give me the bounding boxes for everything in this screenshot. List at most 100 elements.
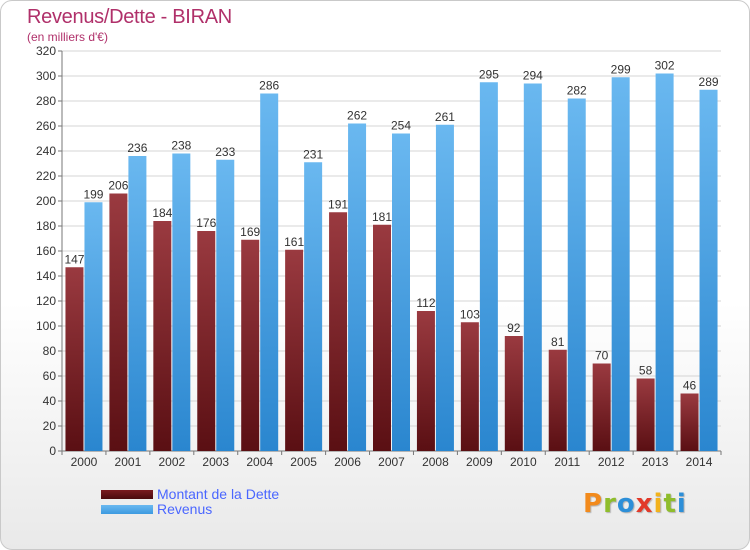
data-label-dette: 169 xyxy=(240,225,260,239)
y-tick-label: 260 xyxy=(36,119,56,133)
data-label-revenus: 294 xyxy=(523,69,543,83)
bar-dette xyxy=(241,239,260,451)
data-label-revenus: 302 xyxy=(655,59,675,73)
bar-revenus xyxy=(699,89,718,451)
bar-revenus xyxy=(348,123,367,451)
bar-dette xyxy=(680,393,699,451)
data-label-revenus: 254 xyxy=(391,119,411,133)
x-tick-label: 2012 xyxy=(598,455,625,469)
y-tick-label: 220 xyxy=(36,169,56,183)
logo-letter: i xyxy=(676,489,687,519)
bar-dette xyxy=(329,212,348,451)
data-label-revenus: 236 xyxy=(127,141,147,155)
x-tick-label: 2010 xyxy=(510,455,537,469)
bar-revenus xyxy=(611,77,630,451)
bar-dette xyxy=(373,224,391,451)
x-tick-label: 2001 xyxy=(115,455,142,469)
data-label-revenus: 299 xyxy=(611,62,631,76)
legend-label-revenus: Revenus xyxy=(157,501,213,517)
data-label-dette: 46 xyxy=(683,379,697,393)
legend-swatch-dette xyxy=(101,490,153,499)
bar-revenus xyxy=(304,162,323,451)
bar-dette xyxy=(197,231,216,451)
logo-letter: r xyxy=(603,489,617,519)
y-tick-label: 100 xyxy=(36,319,56,333)
x-tick-label: 2002 xyxy=(158,455,185,469)
data-label-dette: 92 xyxy=(507,321,521,335)
data-label-dette: 58 xyxy=(639,364,653,378)
y-tick-label: 80 xyxy=(43,344,57,358)
y-tick-label: 280 xyxy=(36,94,56,108)
y-tick-label: 200 xyxy=(36,194,56,208)
bar-dette xyxy=(636,378,655,451)
x-tick-label: 2007 xyxy=(378,455,405,469)
data-label-dette: 176 xyxy=(196,216,216,230)
logo-letter: t xyxy=(663,489,677,519)
bar-revenus xyxy=(392,133,410,451)
data-label-revenus: 238 xyxy=(171,139,191,153)
bar-dette xyxy=(285,249,304,451)
y-tick-label: 0 xyxy=(49,444,56,458)
bar-dette xyxy=(153,221,172,451)
data-label-revenus: 282 xyxy=(567,84,587,98)
bar-revenus xyxy=(260,93,279,451)
bar-dette xyxy=(416,311,435,451)
logo-letter: x xyxy=(635,489,654,519)
data-label-revenus: 262 xyxy=(347,109,367,123)
data-label-revenus: 199 xyxy=(83,187,103,201)
bar-dette xyxy=(592,363,611,451)
data-label-revenus: 231 xyxy=(303,147,323,161)
data-label-dette: 184 xyxy=(152,206,172,220)
y-tick-label: 180 xyxy=(36,219,56,233)
bar-revenus xyxy=(523,83,542,451)
data-label-dette: 147 xyxy=(64,252,84,266)
bar-revenus xyxy=(128,156,147,451)
bar-revenus xyxy=(172,153,191,451)
data-label-revenus: 261 xyxy=(435,110,455,124)
data-label-revenus: 286 xyxy=(259,79,279,93)
x-tick-label: 2005 xyxy=(290,455,317,469)
bar-revenus xyxy=(216,159,235,451)
x-tick-label: 2003 xyxy=(202,455,229,469)
bar-dette xyxy=(548,349,567,451)
bar-dette xyxy=(460,322,479,451)
y-tick-label: 40 xyxy=(43,394,57,408)
x-tick-label: 2004 xyxy=(246,455,273,469)
bar-revenus xyxy=(84,202,103,451)
y-tick-label: 20 xyxy=(43,419,57,433)
x-tick-label: 2013 xyxy=(642,455,669,469)
bar-revenus xyxy=(655,73,674,451)
data-label-dette: 191 xyxy=(328,197,348,211)
y-tick-label: 300 xyxy=(36,69,56,83)
data-label-revenus: 295 xyxy=(479,67,499,81)
data-label-dette: 181 xyxy=(372,210,392,224)
y-tick-label: 120 xyxy=(36,294,56,308)
logo-letter: o xyxy=(616,489,636,519)
data-label-dette: 112 xyxy=(416,296,435,310)
y-tick-label: 60 xyxy=(43,369,57,383)
chart-subtitle: (en milliers d'€) xyxy=(27,30,108,44)
y-tick-label: 160 xyxy=(36,244,56,258)
bar-revenus xyxy=(479,82,498,451)
logo-letter: P xyxy=(583,489,604,519)
x-tick-label: 2009 xyxy=(466,455,493,469)
chart-title: Revenus/Dette - BIRAN xyxy=(27,6,232,28)
legend-label-dette: Montant de la Dette xyxy=(157,486,280,502)
proxiti-logo: Proxiti xyxy=(583,489,687,519)
x-tick-label: 2008 xyxy=(422,455,449,469)
y-tick-label: 140 xyxy=(36,269,56,283)
x-tick-label: 2014 xyxy=(686,455,713,469)
x-tick-label: 2006 xyxy=(334,455,361,469)
bar-dette xyxy=(504,336,523,451)
legend-swatch-revenus xyxy=(101,505,153,514)
data-label-dette: 81 xyxy=(551,335,565,349)
y-tick-label: 320 xyxy=(36,44,56,58)
x-tick-label: 2000 xyxy=(71,455,98,469)
bar-dette xyxy=(109,193,128,451)
bar-revenus xyxy=(567,98,586,451)
data-label-dette: 161 xyxy=(284,235,304,249)
data-label-dette: 103 xyxy=(460,307,480,321)
data-label-dette: 206 xyxy=(108,179,128,193)
